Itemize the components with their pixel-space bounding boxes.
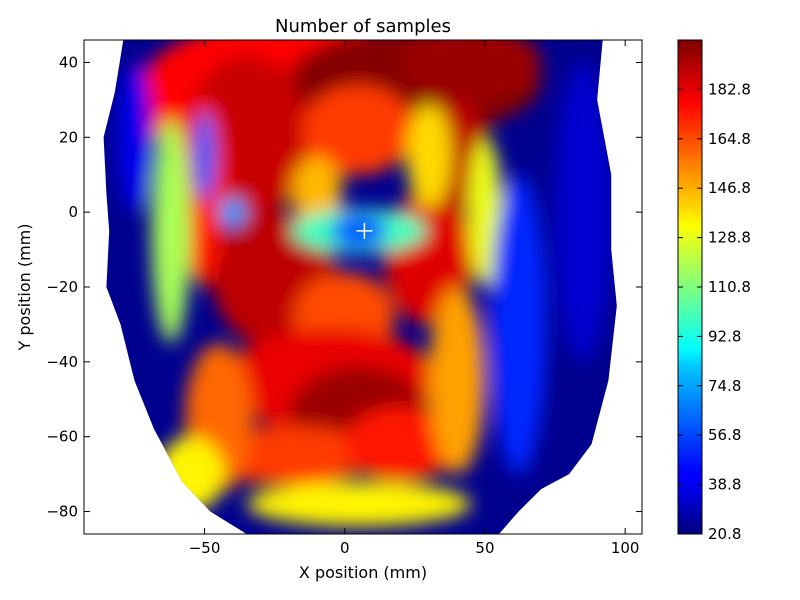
plot-area [84,40,642,534]
colorbar-ticks: 182.8 164.8 146.8 128.8 110.8 92.8 74.8 56.8 38.… [678,80,751,543]
colorbar-tick-label: 110.8 [708,278,751,296]
y-axis-label: Y position (mm) [15,224,34,352]
x-axis: −50 0 50 100 [189,40,640,557]
y-tick-label: −60 [46,428,78,446]
colorbar-tick-label: 20.8 [708,525,741,543]
colorbar-tick-label: 146.8 [708,179,751,197]
heat-blob-27 [117,62,152,213]
colorbar-tick-label: 182.8 [708,80,751,98]
center-marker [356,222,373,239]
heat-blob-24 [218,197,247,228]
heat-blob-21 [468,137,502,287]
y-tick-label: 40 [59,53,78,71]
y-axis: 40 20 0 −20 −40 −60 −80 [46,53,642,521]
y-tick-label: −80 [46,503,78,521]
heat-blob-4 [302,84,415,175]
heat-blob-2 [400,40,542,100]
heat-blob-25 [193,111,216,201]
heat-blob-26 [490,174,547,475]
colorbar-tick-label: 164.8 [708,130,751,148]
x-tick-label: 0 [340,539,350,557]
chart-title: Number of samples [275,16,451,37]
heat-blob-16 [151,118,191,344]
colorbar-tick-label: 56.8 [708,426,741,444]
heatmap-surface [103,40,617,534]
heat-blob-13 [344,406,457,482]
y-tick-label: −40 [46,353,78,371]
heat-blob-15 [428,287,485,475]
y-tick-label: 20 [59,128,78,146]
y-tick-label: −20 [46,278,78,296]
y-tick-label: 0 [68,203,78,221]
colorbar-tick-label: 38.8 [708,476,741,494]
heat-blob-28 [555,62,612,362]
x-tick-label: 100 [611,539,640,557]
heat-blob-18 [246,481,471,527]
x-tick-label: −50 [189,539,221,557]
colorbar-tick-label: 92.8 [708,327,741,345]
x-axis-label: X position (mm) [299,563,427,582]
colorbar-tick-label: 74.8 [708,377,741,395]
x-tick-label: 50 [475,539,494,557]
colorbar-tick-label: 128.8 [708,229,751,247]
colorbar: 182.8 164.8 146.8 128.8 110.8 92.8 74.8 56.8 38.… [677,39,751,543]
heat-blob-20 [406,103,452,209]
